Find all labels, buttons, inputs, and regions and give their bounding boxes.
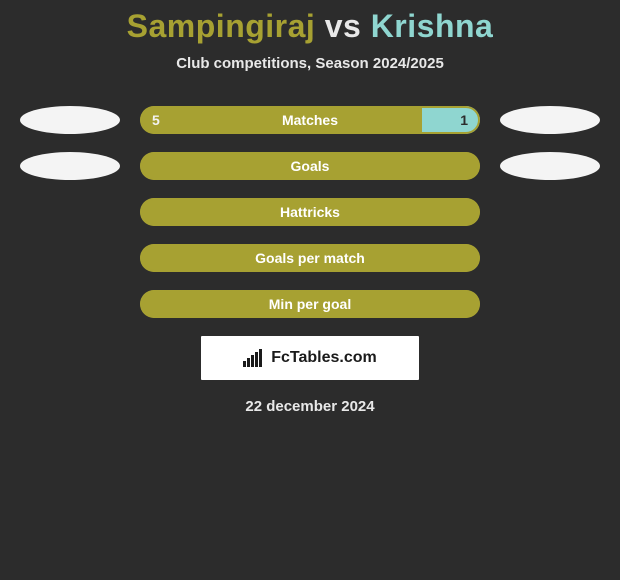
player-right-avatar — [500, 152, 600, 180]
stat-bar: Matches5 1 — [140, 106, 480, 134]
bar-chart-icon — [243, 349, 265, 367]
stat-bar: Goals per match — [140, 244, 480, 272]
stats-container: Matches5 1 Goals Hattricks Goals per match Mi… — [0, 106, 620, 318]
subtitle: Club competitions, Season 2024/2025 — [0, 55, 620, 72]
date: 22 december 2024 — [0, 398, 620, 415]
stat-row: Min per goal — [0, 290, 620, 318]
player-left-avatar — [20, 244, 120, 272]
stat-label: Goals — [140, 152, 480, 180]
stat-label: Min per goal — [140, 290, 480, 318]
stat-bar: Goals — [140, 152, 480, 180]
branding-badge: FcTables.com — [201, 336, 419, 380]
title-separator: vs — [325, 8, 362, 44]
stat-value-left: 5 — [152, 106, 160, 134]
stat-row: Hattricks — [0, 198, 620, 226]
player-left-avatar — [20, 106, 120, 134]
title-player-right: Krishna — [371, 8, 494, 44]
branding-text: FcTables.com — [271, 349, 377, 367]
comparison-infographic: Sampingiraj vs Krishna Club competitions… — [0, 0, 620, 580]
page-title: Sampingiraj vs Krishna — [0, 0, 620, 45]
player-right-avatar — [500, 106, 600, 134]
player-left-avatar — [20, 290, 120, 318]
stat-label: Goals per match — [140, 244, 480, 272]
player-left-avatar — [20, 198, 120, 226]
title-player-left: Sampingiraj — [127, 8, 316, 44]
player-left-avatar — [20, 152, 120, 180]
player-right-avatar — [500, 198, 600, 226]
stat-label: Matches — [140, 106, 480, 134]
player-right-avatar — [500, 244, 600, 272]
stat-row: Goals per match — [0, 244, 620, 272]
stat-row: Matches5 1 — [0, 106, 620, 134]
player-right-avatar — [500, 290, 600, 318]
stat-value-right: 1 — [460, 106, 468, 134]
stat-bar: Hattricks — [140, 198, 480, 226]
stat-label: Hattricks — [140, 198, 480, 226]
stat-bar: Min per goal — [140, 290, 480, 318]
stat-row: Goals — [0, 152, 620, 180]
